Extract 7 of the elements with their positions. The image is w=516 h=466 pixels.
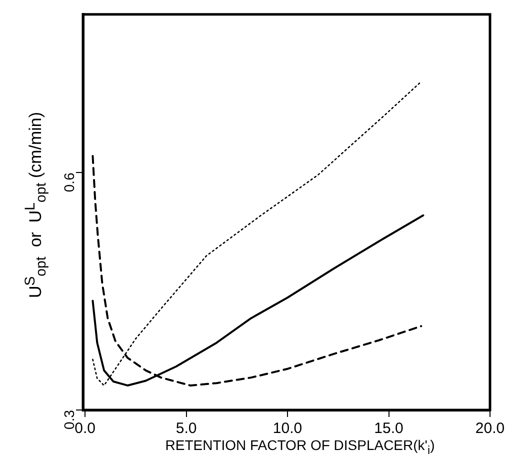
x-tick-label: 5.0 — [176, 420, 197, 438]
x-tick-label: 0.0 — [74, 420, 96, 438]
x-tick-label: 10.0 — [272, 420, 302, 438]
x-tick-label: 20.0 — [475, 420, 505, 438]
y-tick-label: 0.6 — [60, 172, 77, 192]
x-axis-title: RETENTION FACTOR OF DISPLACER(k'$_{i}$) — [165, 437, 435, 457]
x-tick-label: 15.0 — [374, 420, 404, 438]
